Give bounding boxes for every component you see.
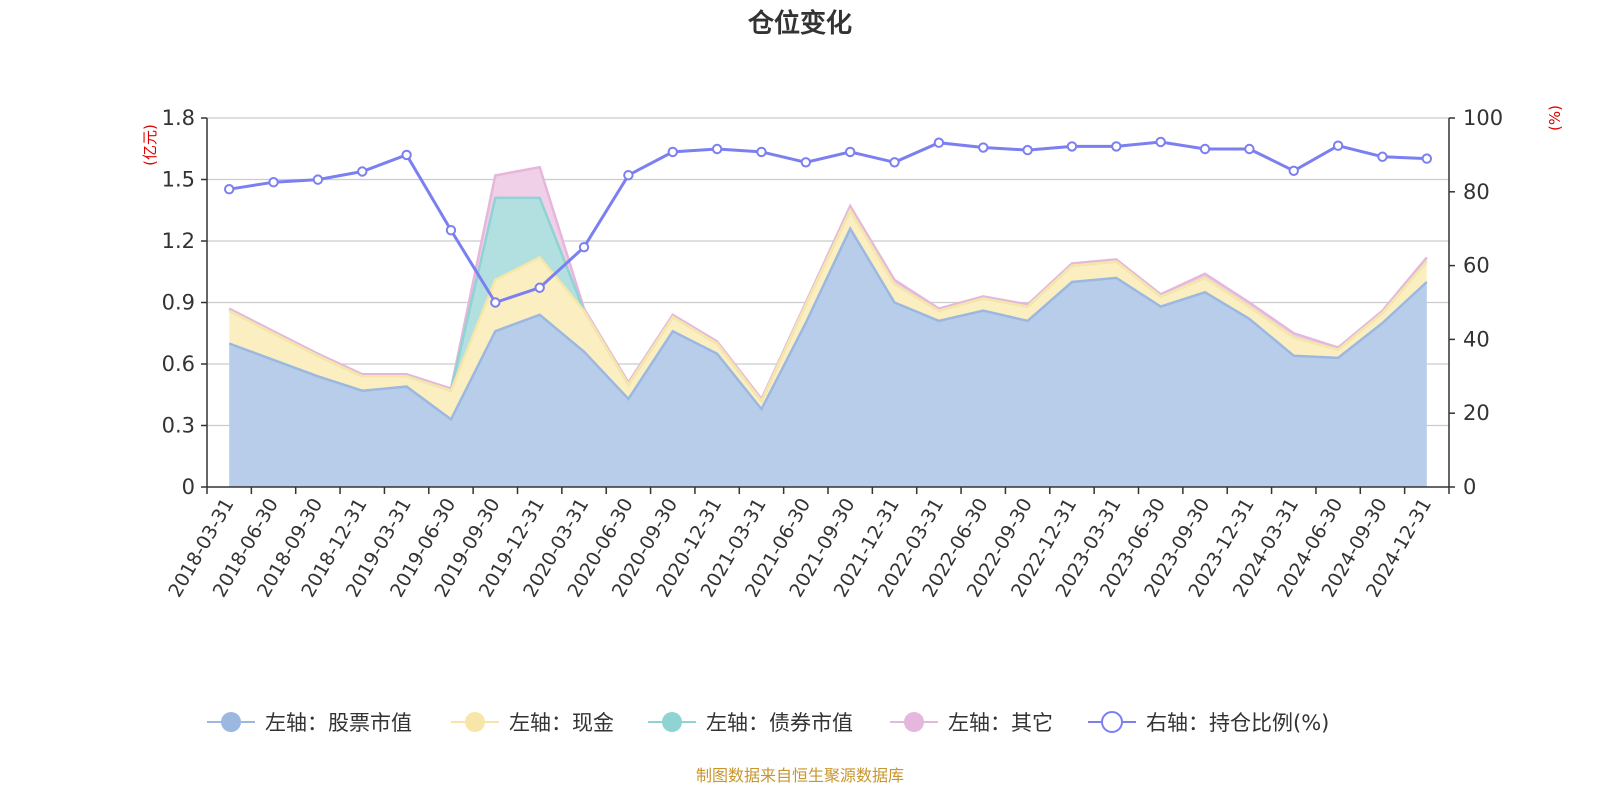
stock-area-edge bbox=[228, 226, 1428, 422]
ratio-point bbox=[800, 157, 812, 168]
legend-marker-icon bbox=[662, 712, 682, 732]
ratio-point bbox=[268, 177, 279, 188]
ratio-point bbox=[756, 146, 767, 158]
legend-stock[interactable]: 左轴：股票市值 bbox=[207, 711, 412, 735]
ratio-point bbox=[578, 241, 590, 253]
left-axis-tick-label: 0.9 bbox=[162, 291, 195, 315]
ratio-point bbox=[490, 297, 501, 308]
ratio-point bbox=[1066, 141, 1078, 152]
ratio-point bbox=[623, 169, 634, 181]
legend-cash[interactable]: 左轴：现金 bbox=[451, 711, 614, 735]
legend-label: 左轴：股票市值 bbox=[265, 711, 412, 735]
source-note: 制图数据来自恒生聚源数据库 bbox=[696, 766, 904, 785]
right-axis-tick-label: 40 bbox=[1463, 327, 1490, 351]
legend-other[interactable]: 左轴：其它 bbox=[890, 711, 1053, 735]
legend-marker-icon bbox=[465, 712, 485, 732]
bond-area bbox=[229, 197, 1427, 401]
left-axis-tick-label: 1.8 bbox=[162, 106, 195, 130]
ratio-point bbox=[889, 157, 900, 168]
ratio-point bbox=[1332, 140, 1344, 151]
legend-label: 右轴：持仓比例(%) bbox=[1146, 711, 1329, 735]
legend-marker-icon bbox=[1101, 711, 1123, 733]
chart-title: 仓位变化 bbox=[747, 8, 852, 39]
ratio-point bbox=[1377, 151, 1388, 162]
right-axis-tick-label: 80 bbox=[1463, 180, 1490, 204]
left-axis-tick-label: 1.5 bbox=[162, 168, 195, 192]
ratio-point bbox=[312, 174, 324, 185]
stock-area bbox=[229, 228, 1427, 487]
ratio-point bbox=[534, 282, 545, 293]
ratio-point bbox=[1111, 141, 1122, 152]
left-axis-tick-label: 0.6 bbox=[162, 352, 195, 376]
ratio-point bbox=[445, 224, 457, 236]
left-axis-unit: (亿元) bbox=[141, 124, 159, 166]
ratio-point bbox=[1421, 153, 1433, 164]
right-axis-tick-label: 20 bbox=[1463, 401, 1490, 425]
ratio-point bbox=[357, 166, 368, 177]
ratio-line bbox=[228, 140, 1427, 305]
right-axis-tick-label: 0 bbox=[1463, 475, 1476, 499]
legend-label: 左轴：现金 bbox=[509, 711, 614, 735]
right-axis-tick-label: 60 bbox=[1463, 254, 1490, 278]
ratio-point bbox=[711, 143, 723, 155]
ratio-point bbox=[978, 142, 989, 153]
legend-marker-icon bbox=[904, 712, 924, 732]
ratio-point bbox=[1199, 143, 1211, 155]
left-axis-tick-label: 1.2 bbox=[162, 229, 195, 253]
legend-label: 左轴：其它 bbox=[948, 711, 1053, 735]
legend-label: 左轴：债券市值 bbox=[706, 711, 853, 735]
left-axis-tick-label: 0 bbox=[182, 475, 195, 499]
stacked-areas bbox=[228, 165, 1428, 487]
ratio-line-layer bbox=[223, 136, 1433, 308]
legend-ratio[interactable]: 右轴：持仓比例(%) bbox=[1088, 711, 1329, 735]
ratio-point bbox=[933, 137, 945, 148]
other-area-edge bbox=[228, 165, 1428, 402]
cash-area-edge bbox=[228, 207, 1428, 404]
ratio-point bbox=[1244, 143, 1255, 155]
legend: 左轴：股票市值 左轴：现金 左轴：债券市值 左轴：其它 右轴：持仓比例(%) bbox=[207, 711, 1329, 735]
ratio-point bbox=[1155, 136, 1166, 148]
ratio-point bbox=[223, 184, 235, 195]
legend-marker-icon bbox=[221, 712, 241, 732]
ratio-point bbox=[1288, 165, 1299, 176]
ratio-point bbox=[667, 146, 678, 158]
ratio-point bbox=[1022, 144, 1033, 156]
right-axis-tick-label: 100 bbox=[1463, 106, 1503, 130]
right-axis-unit: (%) bbox=[1546, 105, 1564, 131]
ratio-point bbox=[844, 146, 856, 158]
legend-bond[interactable]: 左轴：债券市值 bbox=[648, 711, 853, 735]
ratio-point bbox=[401, 149, 412, 161]
left-axis-tick-label: 0.3 bbox=[162, 414, 195, 438]
